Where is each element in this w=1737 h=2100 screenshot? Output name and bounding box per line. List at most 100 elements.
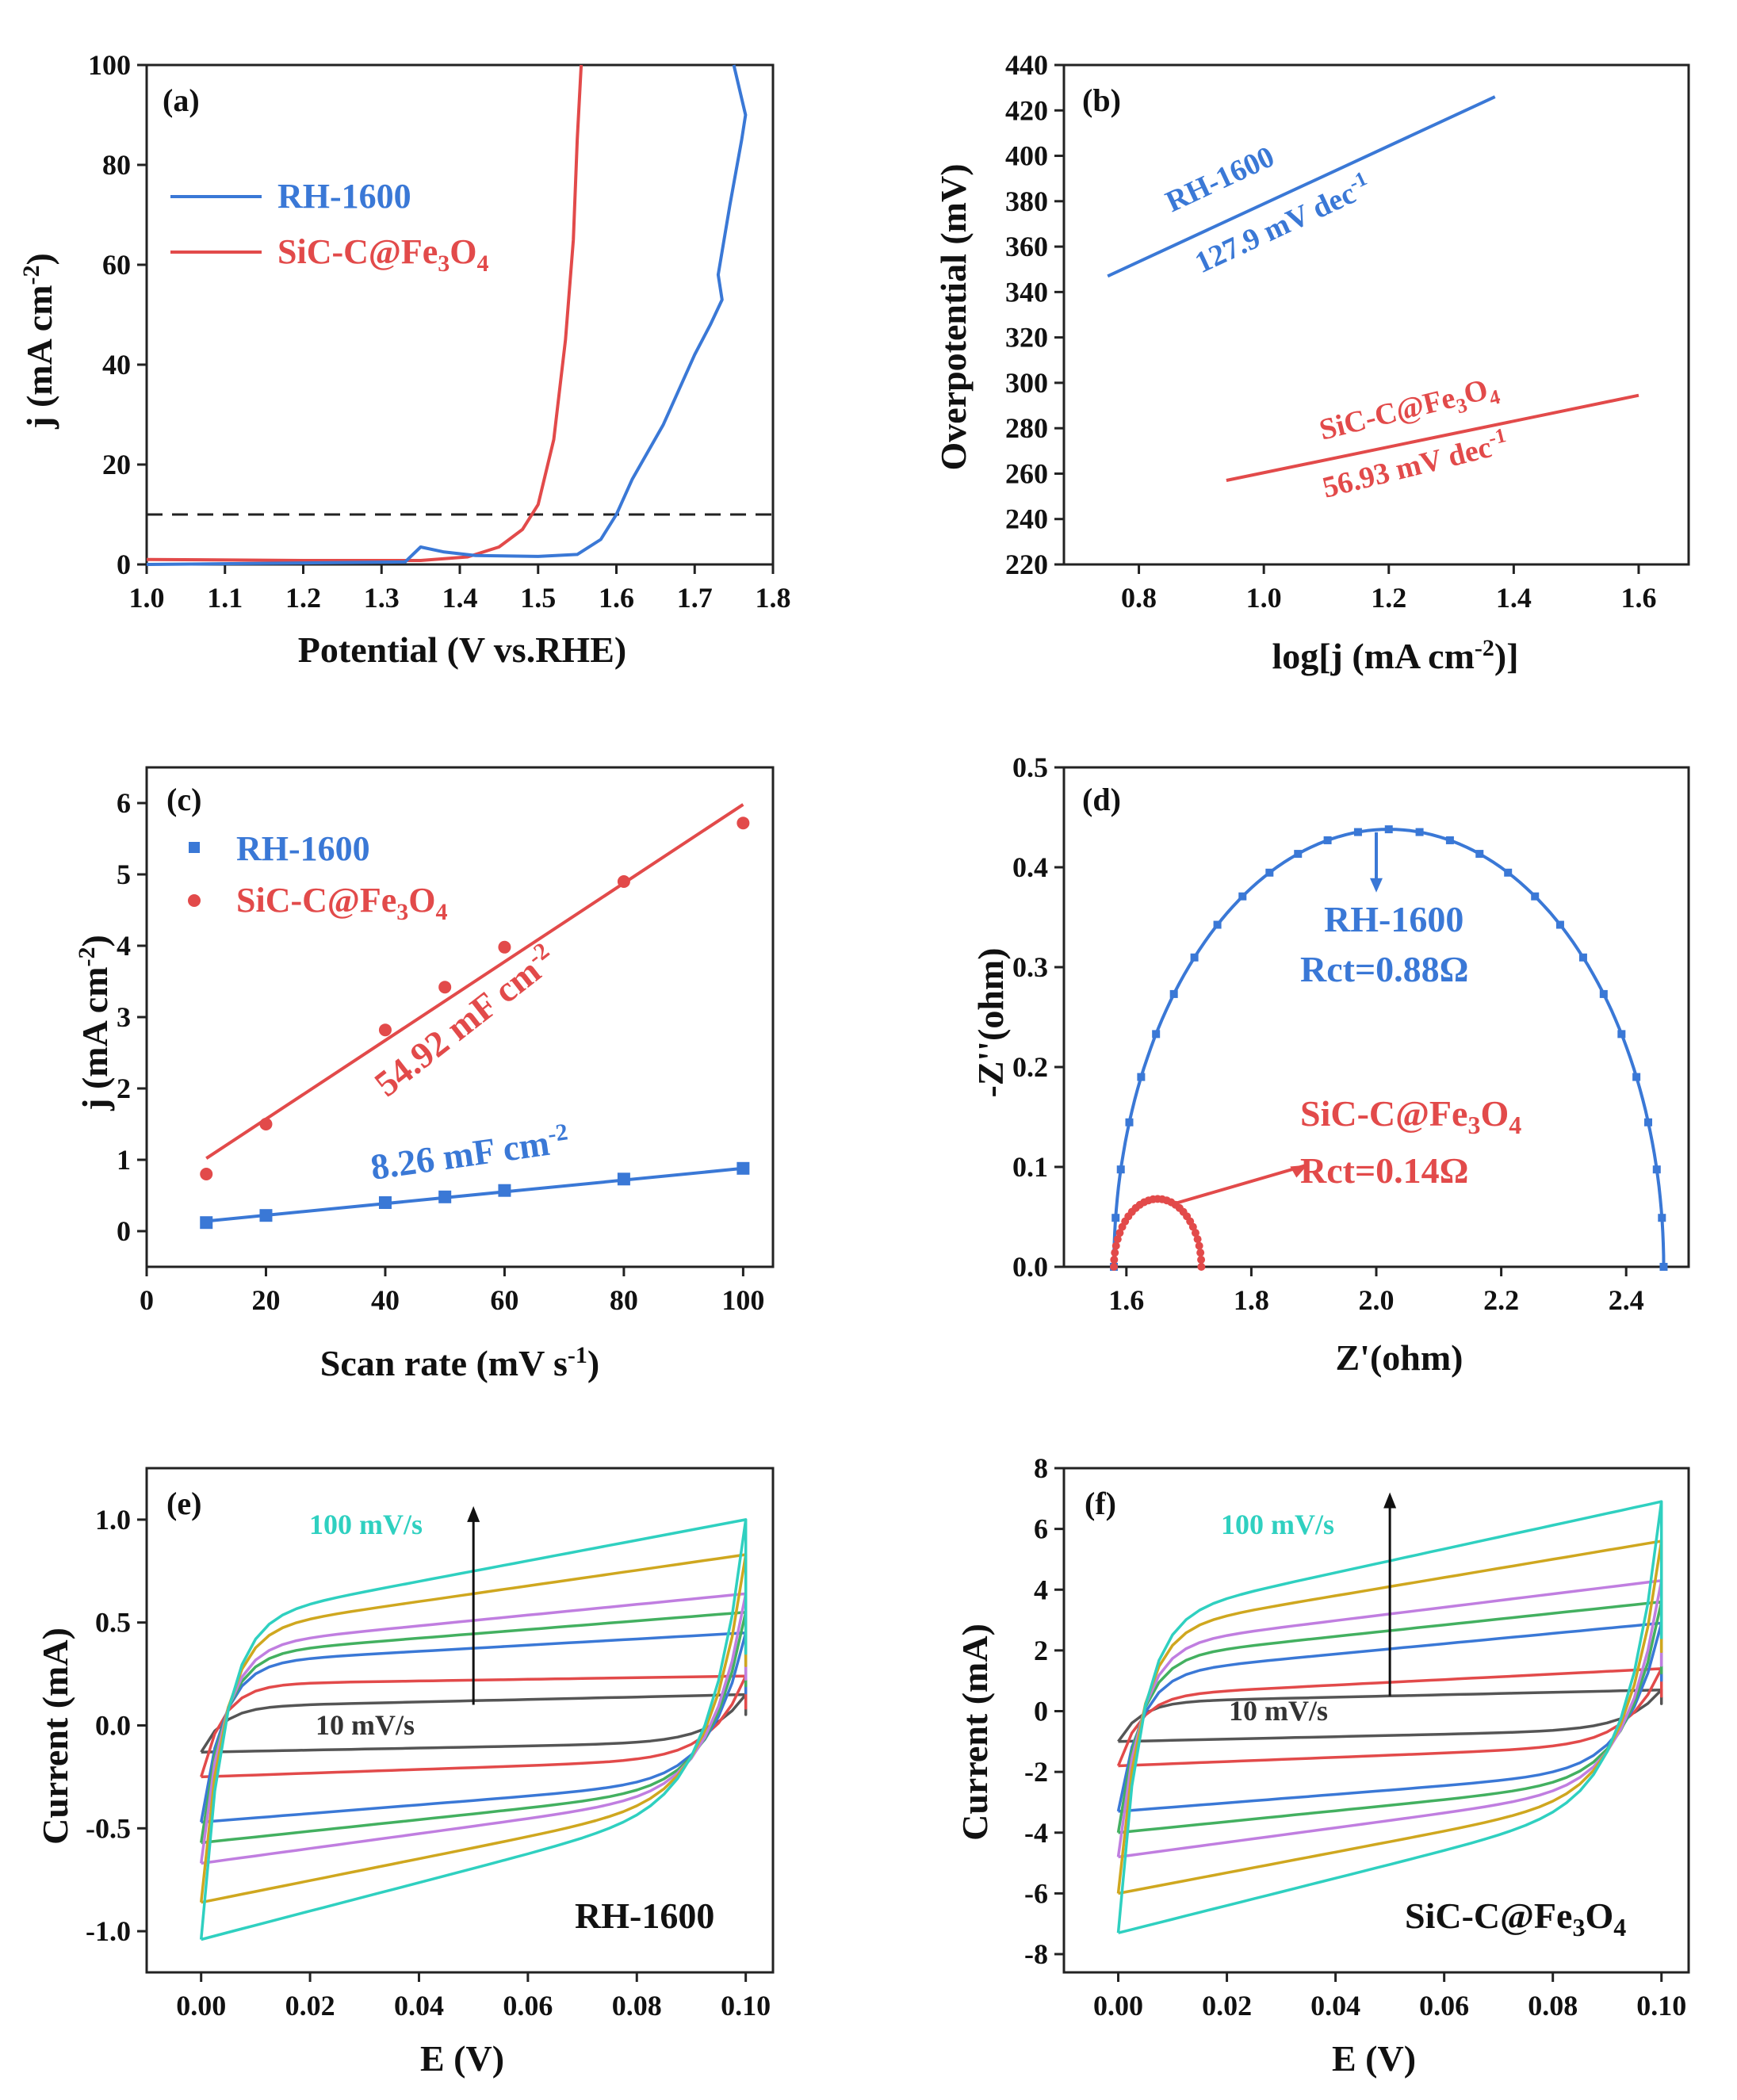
y-tick-label: 0.2 — [1012, 1051, 1048, 1083]
x-tick-label: 1.4 — [442, 582, 478, 614]
y-tick-label: 4 — [1034, 1574, 1048, 1605]
y-tick-label: 320 — [1005, 322, 1048, 354]
x-tick-label: 0.00 — [1093, 1990, 1143, 2022]
x-tick-label: 20 — [251, 1284, 280, 1316]
x-tick-label: 1.5 — [520, 582, 556, 614]
data-point-sic — [259, 1118, 273, 1130]
y-tick-label: 4 — [117, 930, 131, 962]
plot-frame — [1062, 1467, 1690, 1974]
data-point-rh1600 — [1659, 1263, 1668, 1271]
data-point-rh1600 — [200, 1216, 213, 1230]
panel-f-annot-100: 100 mV/s — [1221, 1509, 1334, 1540]
panel-e-title: RH-1600 — [575, 1895, 714, 1936]
plot-frame — [1062, 63, 1690, 566]
data-point-sic — [617, 875, 630, 888]
y-tick-label: 0.3 — [1012, 951, 1048, 983]
y-tick-label: 0.1 — [1012, 1151, 1048, 1183]
data-point-rh1600 — [1658, 1214, 1666, 1222]
y-tick-label: 0 — [117, 549, 131, 580]
data-point-rh1600 — [1531, 892, 1540, 901]
data-point-rh1600 — [1125, 1118, 1134, 1127]
scan-rate-arrow-head — [467, 1505, 480, 1522]
y-tick-label: 6 — [117, 787, 131, 819]
x-tick-label: 1.8 — [1234, 1284, 1269, 1316]
y-tick-label: 2 — [1034, 1635, 1048, 1666]
data-point-rh1600 — [1617, 1030, 1626, 1039]
x-tick-label: 0.04 — [394, 1990, 444, 2022]
cv-loop-100 — [1116, 1500, 1663, 1934]
panel-e: (e) E (V) Current (mA) 100 mV/s 10 mV/s … — [35, 1467, 775, 2079]
cv-loop-10 — [200, 1693, 748, 1754]
data-point-sic — [200, 1168, 213, 1180]
legend-marker-sic — [188, 894, 201, 907]
y-tick-label: 8 — [1034, 1452, 1048, 1484]
data-point-sic — [378, 1023, 392, 1037]
panel-d-rh1600-rct: Rct=0.88Ω — [1300, 949, 1469, 989]
panel-c-label: (c) — [166, 782, 201, 817]
x-tick-label: 0.08 — [1528, 1990, 1578, 2022]
data-point-rh1600 — [1384, 825, 1393, 834]
legend-marker-rh1600 — [189, 842, 200, 853]
y-tick-label: 0.5 — [1012, 752, 1048, 783]
panel-e-label: (e) — [166, 1486, 201, 1521]
panel-a-xlabel: Potential (V vs.RHE) — [298, 629, 626, 670]
y-tick-label: 400 — [1005, 140, 1048, 172]
data-point-sic — [1110, 1256, 1119, 1264]
y-tick-label: 100 — [88, 49, 131, 81]
y-tick-label: -6 — [1024, 1877, 1048, 1909]
x-tick-label: 0.04 — [1310, 1990, 1360, 2022]
data-point-rh1600 — [1265, 868, 1274, 877]
data-point-rh1600 — [1652, 1165, 1661, 1174]
x-tick-label: 1.3 — [364, 582, 400, 614]
panel-b-xlabel: log[j (mA cm-2)] — [1272, 635, 1518, 676]
y-tick-label: 0.0 — [95, 1709, 131, 1741]
data-point-rh1600 — [1190, 953, 1199, 962]
data-point-sic — [1111, 1249, 1119, 1257]
x-tick-label: 0 — [140, 1284, 154, 1316]
data-point-sic — [1115, 1229, 1124, 1237]
data-point-rh1600 — [1116, 1165, 1125, 1174]
x-tick-label: 1.1 — [207, 582, 243, 614]
x-tick-label: 80 — [610, 1284, 638, 1316]
data-point-rh1600 — [378, 1196, 392, 1209]
data-point-sic — [1196, 1249, 1205, 1257]
panel-d-ylabel: -Z''(ohm) — [970, 947, 1011, 1097]
x-tick-label: 1.2 — [1371, 582, 1406, 614]
cv-loop-100 — [199, 1518, 748, 1941]
y-tick-label: 420 — [1005, 94, 1048, 126]
panel-d-rh1600-name: RH-1600 — [1324, 899, 1463, 939]
y-tick-label: 340 — [1005, 276, 1048, 308]
y-tick-label: 3 — [117, 1001, 131, 1033]
data-point-rh1600 — [1169, 989, 1178, 998]
panel-d-sic-name: SiC-C@Fe3O4 — [1300, 1093, 1521, 1139]
y-tick-label: 0 — [1034, 1696, 1048, 1727]
data-point-rh1600 — [498, 1184, 511, 1197]
data-point-sic — [1195, 1241, 1203, 1250]
x-tick-label: 1.7 — [677, 582, 713, 614]
data-point-sic — [438, 981, 452, 994]
panel-c-legend: RH-1600 SiC-C@Fe3O4 — [188, 829, 447, 925]
data-point-rh1600 — [1632, 1073, 1641, 1081]
panel-f-label: (f) — [1085, 1486, 1116, 1521]
y-tick-label: 0.4 — [1012, 851, 1048, 883]
y-tick-label: 2 — [117, 1073, 131, 1104]
panel-e-annot-10: 10 mV/s — [316, 1709, 415, 1741]
panel-d: (d) Z'(ohm) -Z''(ohm) RH-1600 Rct=0.88Ω … — [970, 752, 1690, 1378]
y-tick-label: 80 — [102, 149, 131, 181]
x-tick-label: 0.02 — [1202, 1990, 1252, 2022]
panel-f-title: SiC-C@Fe3O4 — [1405, 1895, 1626, 1941]
x-tick-label: 100 — [721, 1284, 764, 1316]
y-tick-label: 0 — [117, 1215, 131, 1247]
panel-a-label: (a) — [163, 82, 200, 118]
tafel-line-rh1600 — [1107, 95, 1496, 278]
y-tick-label: 20 — [102, 449, 131, 480]
cv-loop-20 — [200, 1674, 748, 1779]
data-point-sic — [1197, 1263, 1206, 1271]
cv-loop-50 — [199, 1610, 748, 1845]
data-point-sic — [1197, 1256, 1206, 1264]
nyquist-line-rh1600 — [1112, 828, 1666, 1268]
data-point-rh1600 — [1578, 953, 1587, 962]
legend-label-rh1600: RH-1600 — [277, 177, 411, 216]
data-point-rh1600 — [1238, 892, 1247, 901]
y-tick-label: -1.0 — [86, 1915, 131, 1947]
